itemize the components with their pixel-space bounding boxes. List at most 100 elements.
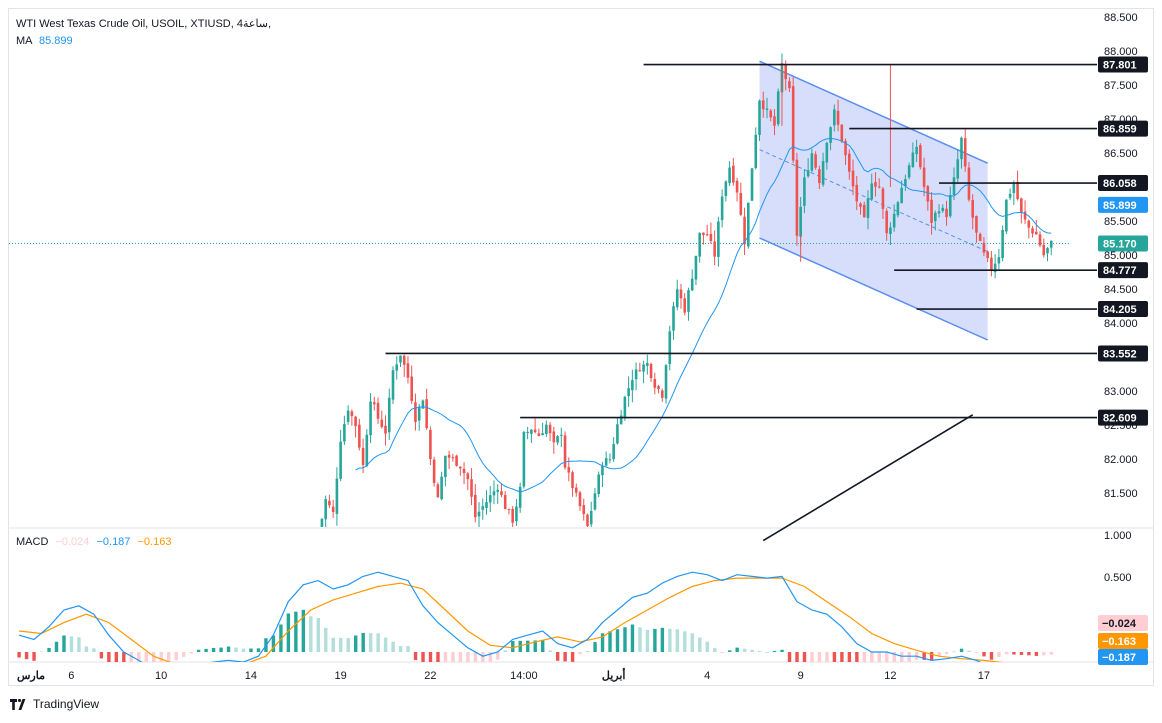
candle[interactable]	[481, 498, 485, 520]
candle[interactable]	[335, 467, 339, 526]
candle[interactable]	[1049, 240, 1053, 256]
candle[interactable]	[414, 393, 417, 431]
candle[interactable]	[679, 283, 683, 309]
candle[interactable]	[541, 422, 544, 436]
candle[interactable]	[922, 157, 926, 197]
candle[interactable]	[904, 174, 907, 191]
candle[interactable]	[477, 502, 481, 527]
candle[interactable]	[668, 325, 672, 371]
candle[interactable]	[870, 173, 874, 202]
candle[interactable]	[889, 222, 892, 246]
candle[interactable]	[859, 202, 862, 215]
candle[interactable]	[709, 222, 713, 244]
candle[interactable]	[851, 159, 855, 196]
candle[interactable]	[754, 127, 758, 170]
candle[interactable]	[455, 454, 458, 467]
candle[interactable]	[907, 162, 911, 180]
candle[interactable]	[683, 293, 687, 316]
candle[interactable]	[1031, 225, 1034, 238]
candle[interactable]	[343, 415, 346, 445]
candle[interactable]	[702, 232, 705, 245]
macd-line[interactable]	[18, 571, 1051, 673]
candle[interactable]	[803, 169, 806, 214]
candle[interactable]	[956, 148, 960, 183]
ma-value-tag[interactable]: 85.899	[1098, 196, 1148, 213]
candle[interactable]	[840, 123, 844, 143]
candle[interactable]	[919, 143, 922, 170]
channel-lower-line[interactable]	[759, 237, 988, 341]
moving-average-line[interactable]	[355, 137, 1052, 493]
candle[interactable]	[339, 429, 342, 482]
candle[interactable]	[694, 255, 698, 286]
candle[interactable]	[698, 232, 701, 263]
candle[interactable]	[758, 99, 761, 141]
candle[interactable]	[1016, 170, 1019, 201]
candle[interactable]	[963, 128, 967, 172]
candle[interactable]	[945, 200, 948, 226]
candle[interactable]	[432, 456, 436, 487]
ma-legend[interactable]: MA 85.899	[16, 34, 73, 48]
candle[interactable]	[1012, 180, 1016, 206]
candle[interactable]	[1001, 225, 1004, 262]
last-price-tag[interactable]: 85.170	[1098, 235, 1148, 252]
candle[interactable]	[660, 388, 664, 402]
price-level-tag[interactable]: 86.058	[1098, 175, 1148, 192]
candle[interactable]	[896, 200, 900, 218]
candle[interactable]	[410, 365, 413, 405]
candle[interactable]	[1034, 219, 1038, 235]
candle[interactable]	[836, 99, 840, 132]
candle[interactable]	[369, 393, 372, 444]
candle[interactable]	[623, 395, 627, 421]
candle[interactable]	[358, 418, 361, 451]
tradingview-logo[interactable]: TradingView	[10, 697, 99, 711]
candle[interactable]	[892, 204, 896, 232]
candle[interactable]	[331, 499, 335, 518]
candle[interactable]	[743, 207, 746, 256]
candle[interactable]	[485, 490, 488, 515]
macd-value-tag[interactable]: −0.024	[1098, 615, 1148, 631]
candle[interactable]	[631, 369, 634, 403]
macd-signal-line[interactable]	[18, 577, 1051, 666]
candle[interactable]	[376, 397, 380, 425]
candle[interactable]	[582, 498, 586, 521]
candle[interactable]	[750, 168, 754, 201]
candle[interactable]	[402, 354, 406, 377]
candle[interactable]	[395, 356, 399, 380]
candle[interactable]	[638, 362, 642, 372]
candle[interactable]	[320, 518, 324, 548]
candle[interactable]	[447, 450, 451, 470]
candle[interactable]	[612, 437, 615, 462]
candle[interactable]	[687, 287, 690, 321]
candle[interactable]	[833, 104, 836, 132]
candle[interactable]	[713, 230, 716, 266]
candle[interactable]	[560, 427, 563, 448]
price-level-tag[interactable]: 82.609	[1098, 409, 1148, 426]
price-level-tag[interactable]: 84.777	[1098, 262, 1148, 279]
candle[interactable]	[926, 184, 930, 211]
candle[interactable]	[990, 250, 993, 277]
candle[interactable]	[459, 466, 462, 476]
candle[interactable]	[885, 208, 888, 241]
candle[interactable]	[608, 453, 612, 464]
candle[interactable]	[496, 484, 500, 504]
candle[interactable]	[874, 172, 877, 197]
candle[interactable]	[986, 250, 989, 263]
candle[interactable]	[847, 149, 851, 180]
candle[interactable]	[526, 427, 529, 440]
candle[interactable]	[1038, 231, 1042, 248]
candle[interactable]	[574, 483, 578, 497]
symbol-legend[interactable]: WTI West Texas Crude Oil, USOIL, XTIUSD,…	[16, 17, 271, 31]
candle[interactable]	[776, 88, 780, 127]
candle[interactable]	[425, 388, 428, 430]
candle[interactable]	[941, 204, 945, 213]
candle[interactable]	[1042, 238, 1046, 258]
candle[interactable]	[720, 189, 724, 228]
candle[interactable]	[915, 139, 918, 162]
candle[interactable]	[732, 158, 735, 186]
candle[interactable]	[500, 482, 503, 498]
candle[interactable]	[563, 431, 567, 470]
candle[interactable]	[552, 426, 556, 454]
candle[interactable]	[515, 499, 518, 526]
candle[interactable]	[391, 366, 395, 405]
